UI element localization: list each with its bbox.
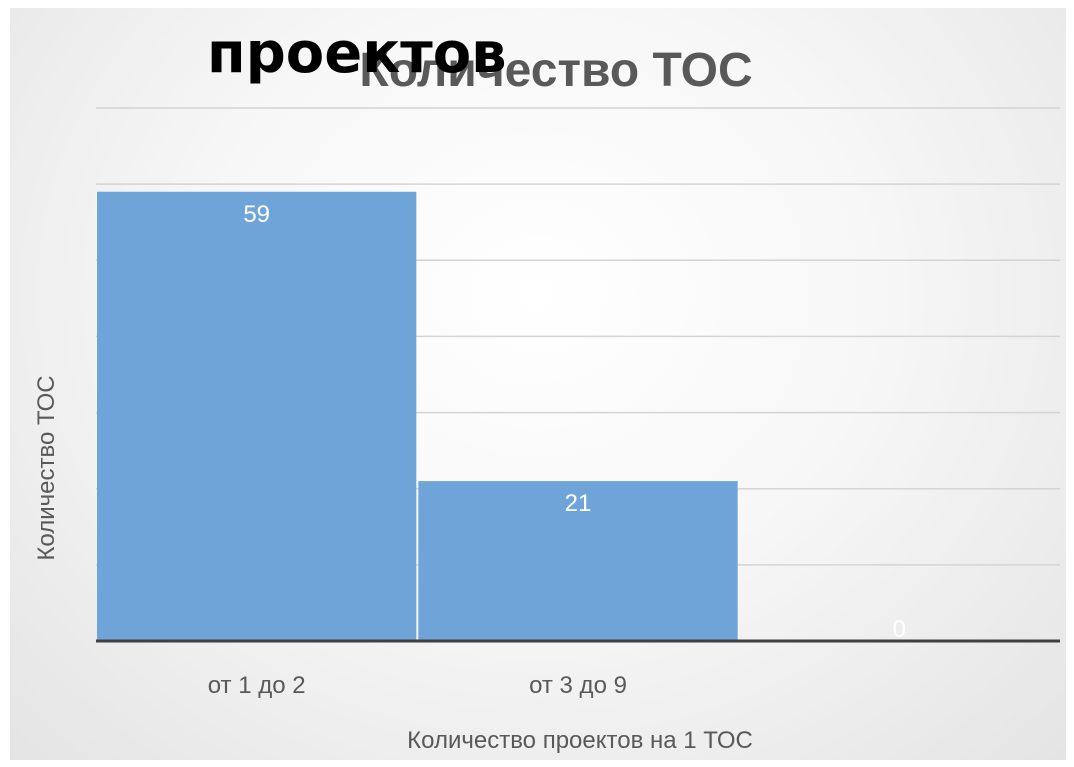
x-tick-labels: от 1 до 2 от 3 до 9 (208, 672, 627, 699)
chart-title: Количество ТОС (359, 44, 752, 97)
overlay-title: проектов (207, 21, 507, 86)
data-label: 0 (893, 616, 906, 643)
x-tick-label: от 3 до 9 (529, 672, 627, 699)
data-label: 59 (243, 201, 270, 228)
x-tick-label: от 1 до 2 (208, 672, 306, 699)
bars (97, 191, 738, 641)
data-label: 21 (565, 490, 592, 517)
data-labels: 59 21 0 (243, 201, 906, 643)
chart-area: 59 21 0 от 1 до 2 от 3 до 9 Количество ТОС … (10, 8, 1066, 760)
bar (97, 191, 417, 641)
bar (418, 481, 738, 641)
y-axis-title: Количество ТОС (33, 375, 60, 560)
x-axis-title: Количество проектов на 1 ТОС (407, 727, 753, 754)
